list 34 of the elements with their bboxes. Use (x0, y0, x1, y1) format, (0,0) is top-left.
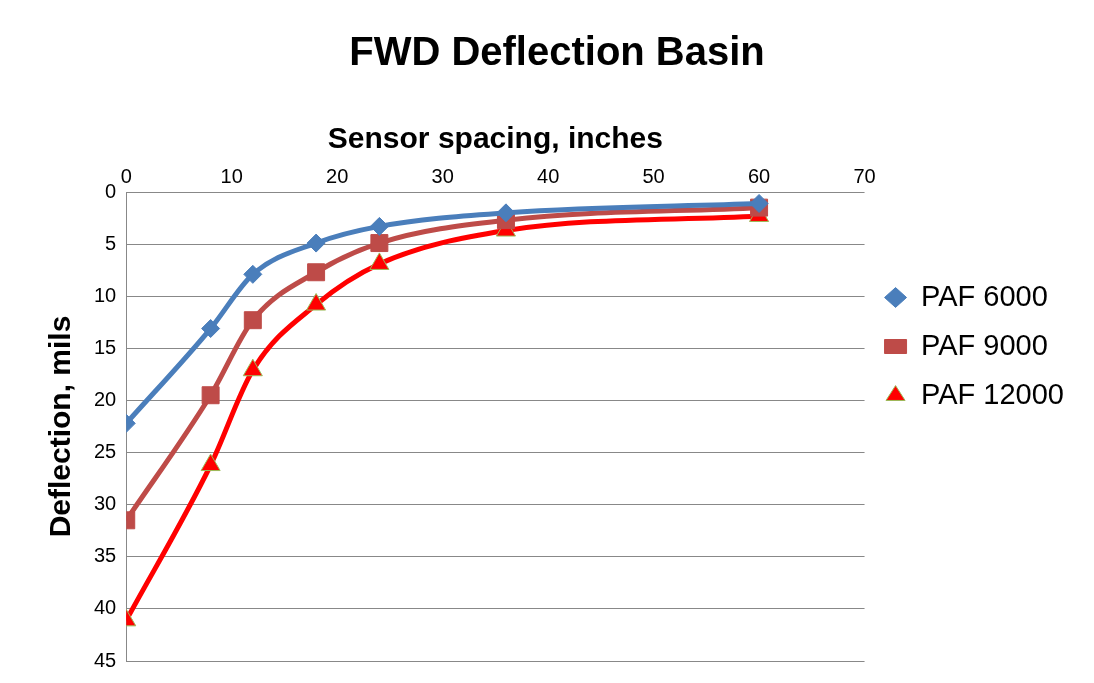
x-tick-label: 40 (537, 164, 560, 187)
point (369, 216, 389, 236)
y-tick-label: 30 (94, 492, 117, 515)
y-axis-title: Deflection, mils (43, 315, 77, 538)
x-tick-label: 20 (326, 164, 349, 187)
point (749, 193, 769, 213)
point (306, 233, 326, 253)
x-tick-label: 70 (853, 164, 876, 187)
point (496, 203, 516, 223)
point (243, 311, 262, 330)
y-tick-label: 15 (94, 335, 117, 358)
x-tick-label: 0 (120, 164, 132, 187)
chart-title: FWD Deflection Basin (349, 29, 765, 74)
y-tick-label: 20 (94, 387, 117, 410)
point (243, 264, 263, 284)
point (307, 263, 326, 282)
legend-label: PAF 6000 (921, 279, 1048, 312)
x-tick-label: 50 (642, 164, 665, 187)
x-tick-label: 10 (220, 164, 243, 187)
y-tick-label: 35 (94, 544, 117, 567)
legend-label: PAF 9000 (921, 328, 1048, 361)
legend-label: PAF 12000 (921, 377, 1065, 410)
y-tick-label: 0 (105, 179, 117, 202)
x-tick-label: 60 (747, 164, 771, 187)
y-tick-label: 45 (94, 648, 117, 671)
point (370, 234, 389, 253)
y-tick-label: 5 (105, 231, 117, 254)
x-tick-label: 30 (431, 164, 454, 187)
point (201, 319, 221, 339)
y-tick-label: 40 (94, 596, 117, 619)
y-tick-label: 25 (94, 440, 117, 463)
y-tick-label: 10 (94, 283, 117, 306)
x-axis-title: Sensor spacing, inches (327, 121, 663, 155)
point (201, 386, 220, 405)
